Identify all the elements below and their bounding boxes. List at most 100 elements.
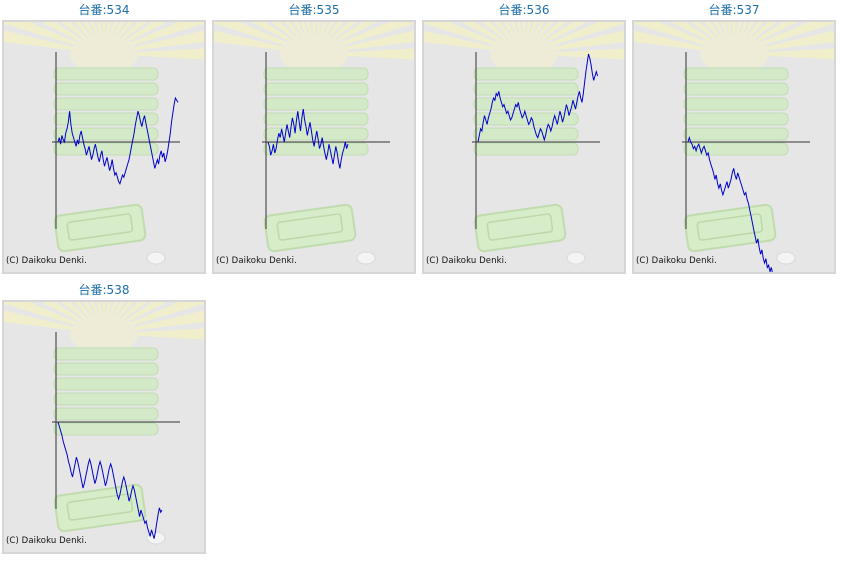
data-series-line bbox=[267, 108, 349, 169]
background-ray bbox=[529, 22, 538, 38]
background-ray bbox=[634, 30, 717, 52]
background-ray bbox=[300, 22, 309, 38]
background-ray bbox=[494, 22, 514, 41]
background-coin bbox=[146, 251, 166, 265]
background-dome bbox=[490, 34, 558, 74]
background-ray bbox=[284, 22, 304, 41]
background-bar bbox=[263, 112, 369, 126]
background-bar bbox=[53, 67, 159, 81]
background-bar bbox=[263, 82, 369, 96]
background-ray bbox=[117, 22, 147, 44]
background-bar bbox=[263, 142, 369, 156]
background-ray bbox=[102, 22, 106, 37]
background-ray bbox=[61, 302, 91, 324]
background-bar bbox=[53, 127, 159, 141]
graph-538 bbox=[4, 302, 204, 545]
background-ray bbox=[539, 22, 588, 46]
background-bar bbox=[53, 347, 159, 361]
background-ray bbox=[4, 310, 87, 332]
background-ray bbox=[324, 22, 344, 41]
background-art bbox=[214, 22, 414, 265]
background-ray bbox=[749, 22, 798, 46]
machine-title-535[interactable]: 台番:535 bbox=[288, 3, 340, 17]
background-dome bbox=[280, 34, 348, 74]
background-ray bbox=[732, 22, 736, 37]
background-coin bbox=[146, 531, 166, 545]
background-bar bbox=[53, 97, 159, 111]
background-ray bbox=[4, 302, 88, 329]
graph-panel-536: (C) Daikoku Denki. bbox=[422, 20, 626, 274]
background-ray bbox=[117, 302, 147, 324]
background-bar bbox=[53, 407, 159, 421]
background-ray bbox=[83, 22, 96, 39]
background-bar bbox=[263, 97, 369, 111]
background-ray bbox=[670, 22, 719, 46]
background-ray bbox=[744, 22, 764, 41]
background-ray bbox=[40, 22, 89, 46]
background-ray bbox=[121, 30, 204, 52]
background-bar bbox=[53, 82, 159, 96]
background-ray bbox=[481, 22, 511, 44]
background-art bbox=[634, 22, 834, 265]
background-tray-inner bbox=[66, 493, 134, 521]
background-ray bbox=[109, 22, 118, 38]
background-bar bbox=[473, 112, 579, 126]
background-ray bbox=[751, 48, 834, 60]
background-bar bbox=[263, 67, 369, 81]
data-series-line bbox=[57, 96, 179, 186]
background-ray bbox=[83, 302, 96, 319]
background-ray bbox=[330, 22, 414, 49]
background-bar bbox=[683, 82, 789, 96]
graph-537 bbox=[634, 22, 834, 272]
background-bar bbox=[473, 82, 579, 96]
machine-card-535: 台番:535 (C) Daikoku Denki. bbox=[212, 0, 416, 274]
background-ray bbox=[271, 22, 301, 44]
background-coin bbox=[776, 251, 796, 265]
machine-card-534: 台番:534 (C) Daikoku Denki. bbox=[2, 0, 206, 274]
data-series-line bbox=[57, 421, 163, 539]
background-bar bbox=[473, 127, 579, 141]
background-bar bbox=[53, 362, 159, 376]
machine-title-538[interactable]: 台番:538 bbox=[78, 283, 130, 297]
background-ray bbox=[516, 22, 522, 37]
background-tray-inner bbox=[696, 213, 764, 241]
background-ray bbox=[532, 22, 545, 39]
background-ray bbox=[739, 22, 748, 38]
background-ray bbox=[634, 22, 718, 49]
background-ray bbox=[726, 22, 732, 37]
background-ray bbox=[306, 22, 312, 37]
background-ray bbox=[74, 302, 94, 321]
background-ray bbox=[704, 22, 724, 41]
background-ray bbox=[537, 22, 567, 44]
background-ray bbox=[120, 302, 204, 329]
background-ray bbox=[40, 302, 89, 326]
background-bar bbox=[53, 422, 159, 436]
background-ray bbox=[96, 22, 102, 37]
machine-title-536[interactable]: 台番:536 bbox=[498, 3, 550, 17]
background-ray bbox=[102, 302, 106, 317]
background-ray bbox=[736, 22, 742, 37]
background-bar bbox=[473, 67, 579, 81]
background-ray bbox=[327, 22, 357, 44]
background-ray bbox=[312, 22, 316, 37]
background-ray bbox=[112, 302, 125, 319]
machine-title-534[interactable]: 台番:534 bbox=[78, 3, 130, 17]
background-ray bbox=[319, 22, 328, 38]
background-ray bbox=[109, 302, 118, 318]
background-bar bbox=[53, 392, 159, 406]
data-series-line bbox=[687, 135, 773, 272]
copyright-label: (C) Daikoku Denki. bbox=[426, 256, 507, 266]
background-ray bbox=[4, 30, 87, 52]
background-ray bbox=[460, 22, 509, 46]
background-ray bbox=[121, 310, 204, 332]
background-ray bbox=[250, 22, 299, 46]
machine-title-537[interactable]: 台番:537 bbox=[708, 3, 760, 17]
background-bar bbox=[683, 127, 789, 141]
background-ray bbox=[720, 22, 729, 38]
copyright-label: (C) Daikoku Denki. bbox=[6, 256, 87, 266]
copyright-label: (C) Daikoku Denki. bbox=[216, 256, 297, 266]
graph-panel-534: (C) Daikoku Denki. bbox=[2, 20, 206, 274]
background-ray bbox=[214, 22, 298, 49]
background-bar bbox=[683, 97, 789, 111]
